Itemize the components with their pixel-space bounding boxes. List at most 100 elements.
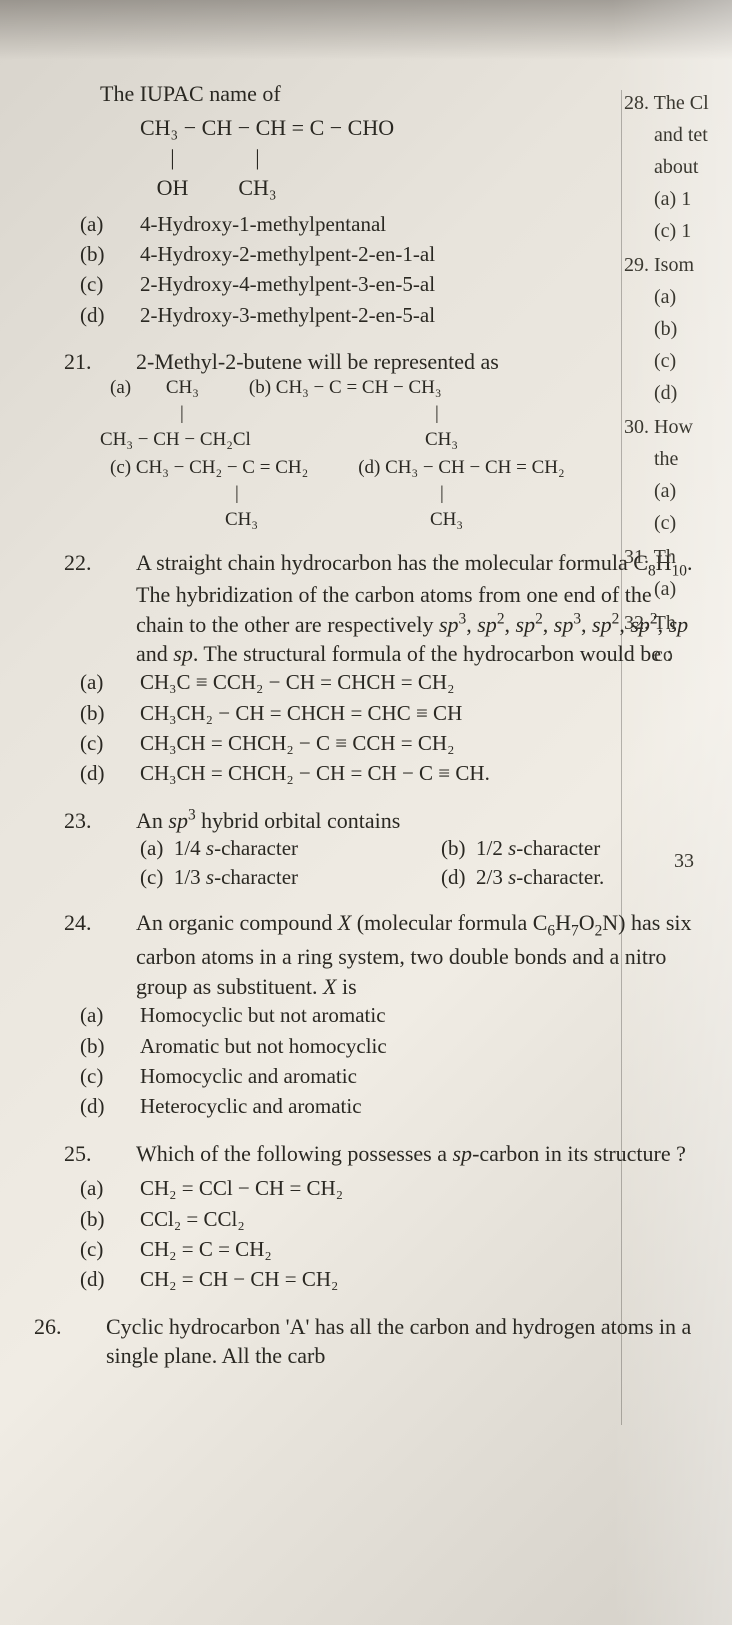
question-26: 26.Cyclic hydrocarbon 'A' has all the ca…	[30, 1312, 702, 1371]
q20-opt-a-text: 4-Hydroxy-1-methylpentanal	[140, 212, 386, 236]
q23-c-text: 1/3 s-character	[174, 865, 298, 889]
q21-b-bottom-wrap: CH₃	[350, 429, 458, 451]
q20-opt-c-text: 2-Hydroxy-4-methylpent-3-en-5-al	[140, 272, 435, 296]
q21-d-top: CH₃ − CH − CH = CH₂	[385, 457, 564, 478]
page-content: The IUPAC name of CH₃ − CH − CH = C − CH…	[0, 0, 732, 1409]
q22-opt-c-text: CH₃CH = CHCH₂ − C ≡ CCH = CH₂	[140, 731, 454, 755]
q26-num: 26.	[70, 1312, 106, 1342]
q26-text: 26.Cyclic hydrocarbon 'A' has all the ca…	[30, 1312, 702, 1371]
q21-c-bottom: CH₃	[225, 509, 258, 530]
m29-c: (c)	[624, 348, 724, 374]
q22-num: 22.	[100, 549, 136, 578]
m28-t3: about	[624, 154, 724, 180]
q23-opts-row1: (a) 1/4 s-character (b) 1/2 s-character	[60, 836, 702, 861]
m29-num: 29.	[624, 254, 649, 276]
q21-struct-row-1: (a) CH₃ (b) CH₃ − C = CH − CH₃	[60, 377, 702, 399]
question-21: 21.2-Methyl-2-butene will be represented…	[60, 347, 702, 531]
q23-a-text: 1/4 s-character	[174, 836, 298, 860]
q24-text: 24.An organic compound X (molecular form…	[60, 908, 702, 1002]
q25-option-a: (a)CH₂ = CCl − CH = CH₂	[60, 1174, 702, 1202]
q24-opt-d-text: Heterocyclic and aromatic	[140, 1094, 362, 1118]
q21-opt-b: (b) CH₃ − C = CH − CH₃	[249, 377, 442, 399]
q21-text: 21.2-Methyl-2-butene will be represented…	[60, 347, 702, 377]
q23-opts-row2: (c) 1/3 s-character (d) 2/3 s-character.	[60, 865, 702, 890]
q22-opt-a-text: CH₃C ≡ CCH₂ − CH = CHCH = CH₂	[140, 670, 454, 694]
q25-text: 25.Which of the following possesses a sp…	[60, 1139, 702, 1169]
q20-pipe-1: |	[140, 145, 205, 171]
q20-sub-ch3: CH₃	[205, 175, 310, 201]
q22-body: A straight chain hydrocarbon has the mol…	[136, 550, 692, 666]
q25-option-c: (c)CH₂ = C = CH₂	[60, 1235, 702, 1263]
q22-option-a: (a)CH₃C ≡ CCH₂ − CH = CHCH = CH₂	[60, 668, 702, 696]
q22-opt-d-text: CH₃CH = CHCH₂ − CH = CH − C ≡ CH.	[140, 761, 490, 785]
m30-num: 30.	[624, 416, 649, 438]
m32-num: 32.	[624, 612, 649, 634]
q23-option-a: (a) 1/4 s-character	[140, 836, 401, 861]
q22-opt-b-text: CH₃CH₂ − CH = CHCH = CHC ≡ CH	[140, 701, 462, 725]
q24-opt-b-text: Aromatic but not homocyclic	[140, 1034, 387, 1058]
q21-d-bottom-wrap: CH₃	[370, 509, 463, 531]
m28-num: 28.	[624, 92, 649, 114]
q21-a-bottom: CH₃ − CH − CH₂Cl	[100, 429, 300, 451]
q25-option-d: (d)CH₂ = CH − CH = CH₂	[60, 1265, 702, 1293]
q20-header: The IUPAC name of	[60, 80, 702, 109]
m31-a: (a)	[624, 576, 724, 602]
q21-opt-a: (a) CH₃	[110, 377, 199, 399]
q20-sub-oh: OH	[140, 175, 205, 201]
q20-opt-b-text: 4-Hydroxy-2-methylpent-2-en-1-al	[140, 242, 435, 266]
q22-text: 22.A straight chain hydrocarbon has the …	[60, 549, 702, 669]
q23-text: 23.An sp3 hybrid orbital contains	[60, 806, 702, 836]
q21-c-bottom-wrap: CH₃	[120, 509, 320, 531]
q25-option-b: (b)CCl₂ = CCl₂	[60, 1205, 702, 1233]
q21-b-label: (b)	[249, 377, 271, 398]
margin-29: 29. Isom	[624, 252, 724, 278]
q23-b-text: 1/2 s-character	[476, 836, 600, 860]
margin-30: 30. How	[624, 414, 724, 440]
q22-option-d: (d)CH₃CH = CHCH₂ − CH = CH − C ≡ CH.	[60, 759, 702, 787]
m30-t2: the	[624, 446, 724, 472]
q20-formula-sub: OH CH₃	[60, 175, 702, 201]
q24-opt-c-text: Homocyclic and aromatic	[140, 1064, 357, 1088]
m29-d: (d)	[624, 380, 724, 406]
q21-text-content: 2-Methyl-2-butene will be represented as	[136, 349, 499, 374]
q21-opt-c: (c) CH₃ − CH₂ − C = CH₂	[110, 457, 308, 479]
q25-body: Which of the following possesses a sp-ca…	[136, 1141, 686, 1166]
q21-struct-row-2c: CH₃ CH₃	[60, 509, 702, 531]
q20-option-b: (b)4-Hydroxy-2-methylpent-2-en-1-al	[60, 240, 702, 268]
q20-formula-1: CH₃ − CH − CH = C − CHO	[60, 115, 702, 141]
question-24: 24.An organic compound X (molecular form…	[60, 908, 702, 1121]
q25-num: 25.	[100, 1139, 136, 1169]
q20-option-a: (a)4-Hydroxy-1-methylpentanal	[60, 210, 702, 238]
margin-32: 32. Th	[624, 610, 724, 636]
q21-c-pipe: |	[120, 483, 320, 505]
q21-b-top: CH₃ − C = CH − CH₃	[276, 377, 442, 398]
q21-a-top: CH₃	[166, 377, 199, 398]
q23-option-c: (c) 1/3 s-character	[140, 865, 401, 890]
q21-c-top: CH₃ − CH₂ − C = CH₂	[136, 457, 308, 478]
m28-c: (c) 1	[624, 218, 724, 244]
q24-option-c: (c)Homocyclic and aromatic	[60, 1062, 702, 1090]
q24-option-b: (b)Aromatic but not homocyclic	[60, 1032, 702, 1060]
question-23: 23.An sp3 hybrid orbital contains (a) 1/…	[60, 806, 702, 890]
q20-pipe-2: |	[205, 145, 310, 171]
q20-opt-d-text: 2-Hydroxy-3-methylpent-2-en-5-al	[140, 303, 435, 327]
q24-option-d: (d)Heterocyclic and aromatic	[60, 1092, 702, 1120]
m28-t2: and tet	[624, 122, 724, 148]
q21-c-label: (c)	[110, 457, 131, 478]
q20-formula-2: | |	[60, 145, 702, 171]
margin-31: 31. Th	[624, 544, 724, 570]
question-22: 22.A straight chain hydrocarbon has the …	[60, 549, 702, 788]
m31-t: Th	[654, 546, 676, 568]
q24-opt-a-text: Homocyclic but not aromatic	[140, 1003, 386, 1027]
m29-a: (a)	[624, 284, 724, 310]
m30-c: (c)	[624, 510, 724, 536]
q21-b-bottom: CH₃	[425, 429, 458, 450]
m33: 33	[624, 848, 724, 874]
m30-a: (a)	[624, 478, 724, 504]
q21-a-pipe: |	[120, 403, 300, 425]
q21-num: 21.	[100, 347, 136, 377]
q22-option-b: (b)CH₃CH₂ − CH = CHCH = CHC ≡ CH	[60, 699, 702, 727]
q23-body: An sp3 hybrid orbital contains	[136, 808, 400, 833]
q25-opt-d-text: CH₂ = CH − CH = CH₂	[140, 1267, 338, 1291]
q20-option-d: (d)2-Hydroxy-3-methylpent-2-en-5-al	[60, 301, 702, 329]
